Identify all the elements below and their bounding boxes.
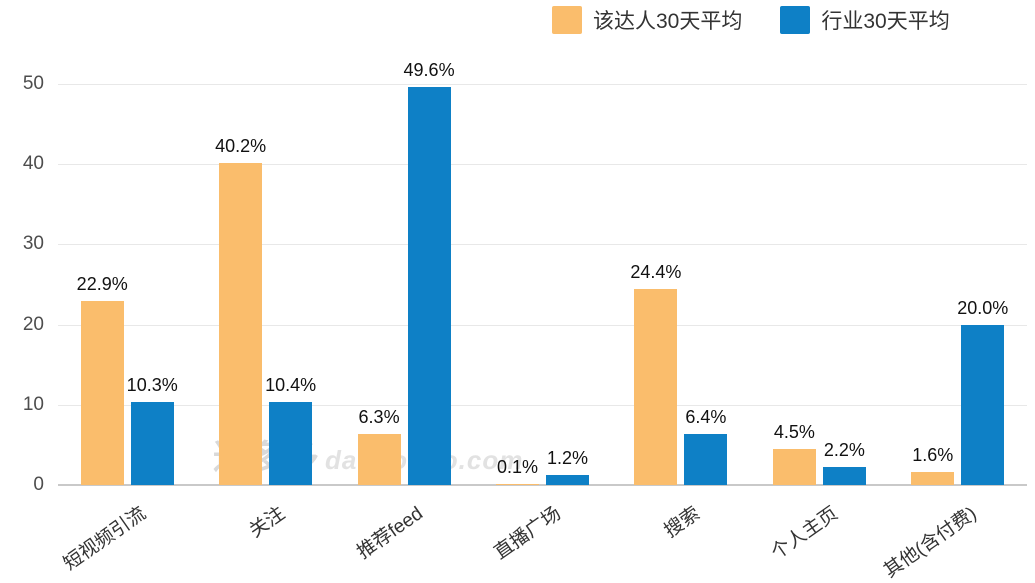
chart-legend: 该达人30天平均 行业30天平均 (552, 5, 950, 35)
value-label-talent-4: 24.4% (630, 262, 682, 283)
bar-talent-6 (911, 472, 955, 485)
value-label-industry-0: 10.3% (126, 375, 178, 396)
y-tick-label: 20 (22, 313, 44, 335)
value-label-talent-0: 22.9% (76, 274, 128, 295)
bar-industry-0 (130, 402, 174, 485)
bar-talent-0 (80, 301, 124, 485)
gridline-20 (58, 324, 1027, 326)
bar-talent-2 (357, 434, 401, 485)
legend-item-talent-avg: 该达人30天平均 (552, 5, 742, 35)
value-label-industry-4: 6.4% (685, 406, 727, 427)
legend-swatch-industry-avg (780, 6, 811, 34)
x-axis-label-5: 个人主页 (767, 503, 843, 564)
value-label-industry-2: 49.6% (403, 60, 455, 81)
x-axis-label-6: 其他(含付费) (880, 503, 981, 583)
legend-label-industry-avg: 行业30天平均 (821, 10, 950, 33)
y-tick-label: 10 (22, 393, 44, 415)
gridline-40 (58, 164, 1027, 166)
bar-industry-4 (684, 433, 728, 485)
x-axis-label-0: 短视频引流 (60, 503, 151, 575)
value-label-talent-3: 0.1% (496, 457, 539, 477)
value-label-industry-1: 10.4% (265, 374, 317, 395)
gridline-30 (58, 244, 1027, 246)
legend-label-talent-avg: 该达人30天平均 (593, 10, 743, 33)
bar-industry-5 (822, 467, 866, 485)
value-label-industry-6: 20.0% (957, 297, 1009, 318)
bar-talent-1 (219, 162, 263, 485)
bar-talent-4 (634, 289, 678, 485)
legend-swatch-talent-avg (552, 6, 582, 34)
value-label-talent-2: 6.3% (358, 407, 400, 428)
bar-industry-3 (546, 475, 589, 485)
bar-industry-2 (407, 87, 451, 485)
x-axis-label-2: 推荐feed (353, 503, 427, 564)
y-tick-label: 40 (22, 153, 44, 175)
value-label-industry-5: 2.2% (823, 440, 865, 461)
bar-industry-6 (961, 324, 1005, 485)
gridline-0 (58, 484, 1027, 486)
x-axis-label-4: 搜索 (660, 503, 704, 543)
bar-industry-1 (269, 401, 313, 485)
value-label-industry-3: 1.2% (546, 448, 589, 469)
gridline-50 (58, 84, 1027, 85)
x-axis-label-3: 直播广场 (491, 503, 566, 564)
bar-talent-5 (772, 448, 816, 485)
legend-item-industry-avg: 行业30天平均 (780, 5, 950, 35)
bar-talent-3 (496, 484, 539, 485)
y-tick-label: 30 (22, 233, 44, 255)
y-tick-label: 0 (33, 474, 44, 495)
value-label-talent-5: 4.5% (773, 421, 815, 442)
y-tick-label: 50 (22, 73, 44, 94)
gridline-10 (58, 404, 1027, 406)
value-label-talent-1: 40.2% (215, 135, 267, 156)
value-label-talent-6: 1.6% (912, 445, 954, 466)
x-axis-label-1: 关注 (245, 503, 289, 543)
